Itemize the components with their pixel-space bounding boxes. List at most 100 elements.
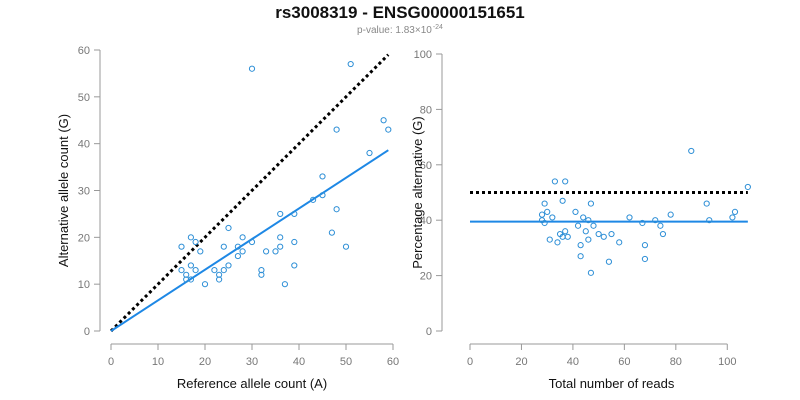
data-point: [626, 214, 633, 221]
data-point: [248, 238, 256, 246]
data-point: [585, 236, 592, 243]
data-point: [192, 238, 199, 246]
data-point: [333, 206, 340, 213]
percentage-alternative-scatter-panel: 0 20 40 60 80 100 0 20 40 60 80 100 Total number of …: [410, 49, 751, 391]
data-point: [211, 267, 218, 274]
allele-count-scatter-panel: 0 10 20 30 40 50 60 0 10 20 30 40 50 60 Reference alle…: [56, 45, 399, 391]
data-point: [225, 224, 232, 232]
data-point: [595, 230, 602, 238]
y-tick-label: 40: [78, 139, 90, 151]
data-point: [183, 271, 190, 278]
data-point: [347, 60, 354, 68]
data-point: [328, 229, 335, 236]
data-point: [541, 200, 548, 207]
data-point: [551, 178, 559, 185]
data-point: [220, 267, 227, 274]
x-tick-label: 10: [152, 356, 164, 368]
data-point: [187, 262, 194, 269]
data-point: [562, 178, 569, 185]
reference-dashed-line: [109, 53, 390, 333]
data-point: [178, 267, 185, 274]
y-tick-label: 60: [420, 160, 432, 172]
data-point: [366, 149, 373, 157]
data-point: [277, 234, 284, 241]
data-point: [201, 281, 209, 288]
x-tick-label: 50: [340, 356, 352, 368]
data-point: [291, 210, 298, 218]
data-point: [380, 117, 387, 124]
x-tick-label: 0: [108, 356, 114, 368]
data-point: [587, 269, 595, 276]
data-point: [577, 242, 584, 249]
y-tick-label: 100: [414, 49, 432, 61]
data-point: [616, 239, 623, 246]
y-tick-label: 80: [420, 104, 432, 116]
data-point: [641, 255, 649, 263]
x-tick-label: 20: [515, 356, 527, 368]
data-point: [277, 243, 284, 250]
data-point: [639, 219, 646, 227]
data-point: [546, 236, 553, 243]
y-tick-label: 0: [426, 326, 432, 338]
data-point: [319, 173, 326, 180]
data-point: [258, 271, 265, 278]
data-point: [605, 258, 613, 265]
data-point: [216, 271, 223, 278]
data-point: [272, 248, 279, 255]
data-point: [572, 208, 579, 215]
data-point: [587, 200, 595, 207]
data-point: [574, 222, 582, 229]
y-tick-label: 20: [420, 271, 432, 283]
data-point: [580, 214, 587, 221]
data-point: [216, 276, 223, 283]
data-point: [291, 238, 298, 246]
data-point: [744, 183, 751, 191]
data-point: [582, 228, 589, 235]
data-point: [688, 147, 695, 155]
data-point: [281, 281, 288, 288]
data-point: [600, 233, 607, 240]
chart-title: rs3008319 - ENSG00000151651: [275, 3, 525, 22]
data-point: [577, 253, 584, 260]
data-point: [333, 126, 340, 133]
y-tick-label: 30: [78, 186, 90, 198]
p-value-text: p-value: 1.83×10: [357, 25, 432, 36]
x-tick-label: 60: [618, 356, 630, 368]
data-point: [178, 243, 185, 250]
data-point: [248, 65, 256, 72]
data-point: [590, 222, 597, 229]
chart-subtitle: p-value: 1.83×10-24: [0, 24, 800, 36]
data-point: [220, 243, 227, 250]
data-point: [564, 233, 571, 240]
x-axis-title: Total number of reads: [549, 376, 675, 391]
data-point: [258, 267, 265, 274]
data-point: [225, 262, 232, 269]
y-tick-label: 0: [84, 326, 90, 338]
data-point: [729, 214, 736, 221]
data-point: [541, 219, 548, 227]
data-point: [549, 214, 556, 221]
x-tick-label: 40: [567, 356, 579, 368]
data-point: [562, 228, 569, 235]
data-point: [187, 276, 194, 283]
data-point: [657, 222, 664, 229]
data-point: [192, 267, 199, 274]
x-tick-label: 80: [670, 356, 682, 368]
y-tick-label: 20: [78, 232, 90, 244]
data-point: [559, 197, 566, 204]
x-tick-label: 40: [293, 356, 305, 368]
y-axis-title: Percentage alternative (G): [410, 116, 425, 268]
data-point: [652, 217, 659, 224]
data-point: [703, 200, 710, 207]
x-tick-label: 30: [246, 356, 258, 368]
data-point: [197, 248, 204, 255]
data-point: [239, 234, 246, 241]
data-point: [342, 243, 350, 250]
data-point: [187, 234, 194, 241]
data-point: [319, 192, 326, 199]
x-tick-label: 60: [387, 356, 399, 368]
data-point: [263, 248, 270, 255]
x-tick-label: 0: [467, 356, 473, 368]
data-point: [239, 248, 246, 255]
